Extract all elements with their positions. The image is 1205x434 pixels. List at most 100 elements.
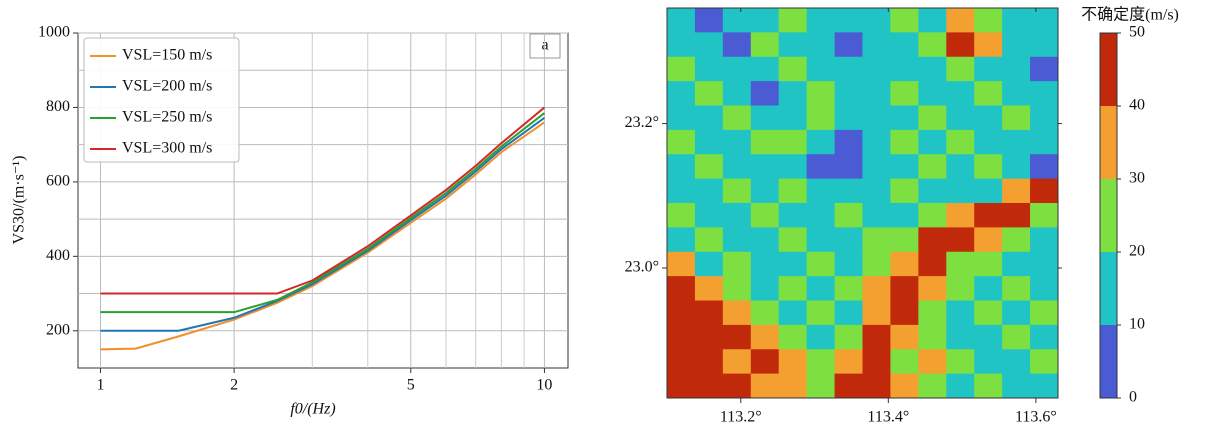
heat-cell — [806, 178, 836, 204]
heat-cell — [974, 227, 1003, 253]
heat-cell — [750, 324, 780, 350]
y-tick-label: 200 — [46, 321, 70, 338]
heat-cell — [862, 178, 891, 204]
heat-cell — [1002, 227, 1031, 253]
series-line — [100, 112, 546, 314]
heat-cell — [890, 324, 919, 350]
heat-cell — [667, 276, 696, 301]
heat-cell — [778, 105, 808, 131]
heat-cell — [667, 32, 696, 58]
heat-cell — [890, 300, 919, 326]
heat-cell — [667, 178, 696, 204]
heat-cell — [667, 81, 696, 106]
heat-cell — [778, 227, 808, 253]
heat-cell — [918, 276, 947, 301]
heat-cell — [918, 81, 947, 106]
heat-cell — [946, 154, 975, 180]
heat-cell — [946, 373, 975, 399]
heat-cell — [1002, 373, 1031, 399]
heat-cell — [806, 251, 836, 277]
heat-cell — [750, 349, 780, 375]
heat-cell — [778, 81, 808, 106]
heat-cell — [890, 349, 919, 375]
heat-cell — [974, 276, 1003, 301]
heat-cell — [946, 81, 975, 106]
heat-cell — [918, 349, 947, 375]
heat-cell — [1002, 251, 1031, 277]
plot-frame — [666, 7, 1059, 399]
heat-cell — [806, 8, 836, 33]
heat-cell — [806, 154, 836, 180]
heat-cell — [946, 105, 975, 131]
heat-cell — [890, 105, 919, 131]
heat-cell — [694, 276, 724, 301]
heat-cell — [974, 349, 1003, 375]
heat-cell — [946, 276, 975, 301]
colorbar-segment — [1100, 179, 1117, 252]
heat-cell — [974, 324, 1003, 350]
heat-cell — [722, 324, 752, 350]
colorbar-tick-label: 30 — [1129, 170, 1145, 187]
heat-cell — [806, 349, 836, 375]
heat-cell — [974, 203, 1003, 228]
x-tick-label: 113.4° — [867, 409, 909, 426]
x-tick-label: 5 — [407, 377, 415, 394]
heat-cell — [834, 276, 863, 301]
heat-cell — [1030, 8, 1059, 33]
heat-cell — [1030, 251, 1059, 277]
heat-cell — [890, 154, 919, 180]
heat-cell — [694, 154, 724, 180]
heat-cell — [946, 227, 975, 253]
heat-cell — [694, 203, 724, 228]
heat-cell — [694, 324, 724, 350]
colorbar-tick-label: 10 — [1129, 316, 1145, 333]
heat-cell — [918, 32, 947, 58]
heat-cell — [1002, 276, 1031, 301]
heat-cell — [1030, 178, 1059, 204]
heat-cell — [862, 81, 891, 106]
heat-cell — [667, 349, 696, 375]
heat-cell — [974, 8, 1003, 33]
heat-cell — [667, 129, 696, 155]
series-line — [100, 106, 546, 295]
heat-cell — [778, 349, 808, 375]
heat-cell — [946, 203, 975, 228]
heat-cell — [862, 349, 891, 375]
heat-cell — [1002, 105, 1031, 131]
heat-cell — [862, 154, 891, 180]
heat-cell — [722, 32, 752, 58]
colorbar-segment — [1100, 33, 1117, 106]
heat-cell — [1002, 8, 1031, 33]
heat-cell — [946, 178, 975, 204]
heat-cell — [946, 32, 975, 58]
heat-cell — [834, 178, 863, 204]
heat-cell — [1030, 373, 1059, 399]
heat-cell — [834, 81, 863, 106]
colorbar-tick-label: 50 — [1129, 24, 1145, 41]
heat-cell — [890, 8, 919, 33]
heat-cell — [806, 129, 836, 155]
heat-cell — [862, 32, 891, 58]
heat-cell — [1030, 32, 1059, 58]
heat-cell — [694, 105, 724, 131]
x-tick-label: 113.2° — [720, 409, 762, 426]
x-tick-label: 2 — [230, 377, 238, 394]
heat-cell — [1030, 129, 1059, 155]
heat-cell — [918, 300, 947, 326]
heat-cell — [722, 81, 752, 106]
heat-cell — [1030, 203, 1059, 228]
heat-cell — [722, 373, 752, 399]
heat-cell — [722, 349, 752, 375]
heat-cell — [667, 8, 696, 33]
y-tick-label: 1000 — [38, 24, 70, 41]
heat-cell — [862, 276, 891, 301]
heat-cell — [974, 178, 1003, 204]
heat-cell — [834, 56, 863, 82]
heat-cell — [1002, 324, 1031, 350]
heat-cell — [806, 300, 836, 326]
legend-label: VSL=150 m/s — [122, 47, 212, 64]
heat-cell — [1002, 178, 1031, 204]
heat-cell — [750, 56, 780, 82]
heat-cell — [667, 373, 696, 399]
